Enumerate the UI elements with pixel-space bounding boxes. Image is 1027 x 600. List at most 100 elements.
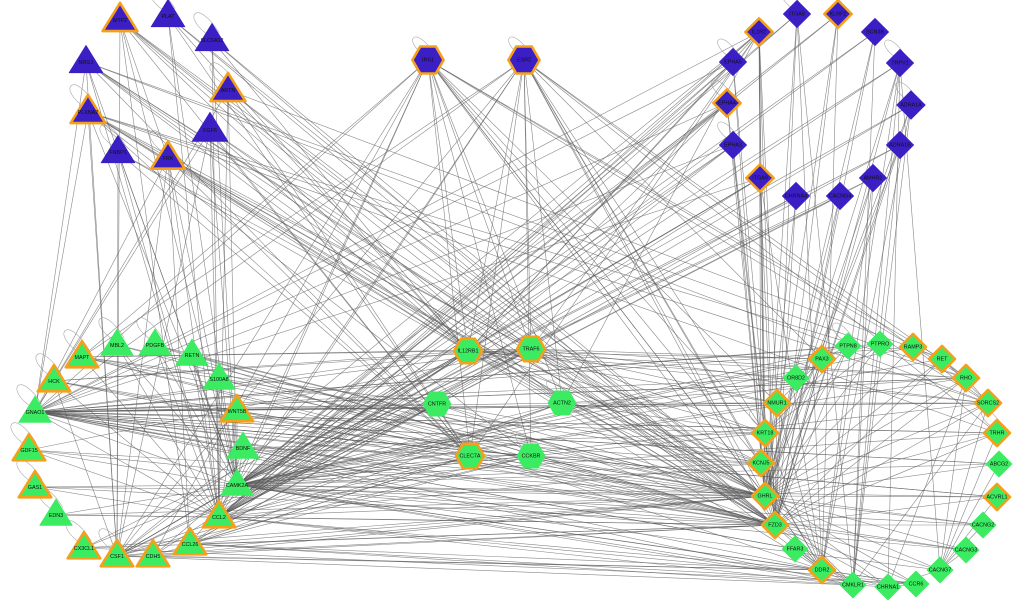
graph-node-ccl2[interactable]: [201, 499, 237, 529]
graph-node-cdh5[interactable]: [135, 538, 171, 568]
graph-node-ret[interactable]: [927, 344, 957, 374]
graph-node-pax3[interactable]: [807, 344, 837, 374]
graph-node-wnt5b[interactable]: [219, 393, 255, 423]
graph-edge: [218, 516, 854, 586]
node-layer[interactable]: [11, 0, 1013, 600]
graph-node-bdnf[interactable]: [226, 431, 260, 459]
graph-node-trpv1[interactable]: [885, 48, 915, 78]
graph-node-epha4[interactable]: [712, 88, 742, 118]
graph-node-il1r2[interactable]: [744, 17, 774, 47]
graph-edge: [154, 344, 238, 486]
graph-node-epha5[interactable]: [718, 47, 748, 77]
graph-node-ptpn8[interactable]: [834, 332, 862, 360]
graph-node-camk2a[interactable]: [220, 468, 254, 496]
graph-edge: [34, 377, 797, 413]
graph-node-krt18[interactable]: [750, 418, 780, 448]
graph-edge: [236, 31, 760, 486]
graph-node-cx3cl1[interactable]: [66, 530, 102, 560]
graph-node-adra1a[interactable]: [896, 90, 926, 120]
graph-edge: [55, 484, 238, 516]
graph-node-plxna2[interactable]: [69, 93, 107, 125]
graph-node-fgf6[interactable]: [191, 111, 229, 142]
graph-node-frk[interactable]: [149, 140, 187, 170]
graph-edge: [116, 348, 532, 557]
graph-node-ccl26[interactable]: [172, 526, 208, 556]
graph-node-chrna1[interactable]: [874, 573, 902, 600]
graph-edge: [34, 402, 563, 413]
graph-node-s100a8[interactable]: [202, 362, 236, 390]
graph-node-slc6a12[interactable]: [194, 23, 230, 52]
graph-edge: [774, 524, 854, 586]
graph-node-fzd3[interactable]: [760, 510, 790, 540]
graph-node-actn2[interactable]: [547, 390, 577, 416]
graph-node-ptpro[interactable]: [866, 330, 894, 358]
graph-edge: [211, 39, 766, 497]
graph-node-klrf2[interactable]: [823, 0, 853, 29]
graph-node-ccr6[interactable]: [902, 570, 930, 598]
graph-edge: [427, 59, 989, 404]
graph-node-cckbr[interactable]: [516, 443, 546, 469]
graph-edge: [796, 13, 823, 571]
graph-node-retn[interactable]: [175, 338, 209, 366]
graph-node-gas1[interactable]: [17, 469, 53, 499]
graph-edge: [218, 410, 238, 518]
graph-node-itga8[interactable]: [782, 0, 812, 29]
graph-node-irs1[interactable]: [411, 45, 445, 75]
graph-node-cntfr[interactable]: [422, 391, 452, 417]
graph-node-artn[interactable]: [209, 71, 247, 103]
graph-node-trhr[interactable]: [982, 418, 1012, 448]
graph-node-plat[interactable]: [150, 0, 186, 28]
self-loop-edge: [16, 384, 43, 409]
graph-edge: [116, 455, 471, 557]
graph-edge: [436, 403, 776, 526]
graph-node-adra1b[interactable]: [885, 130, 915, 160]
graph-node-scn3b[interactable]: [860, 17, 890, 47]
graph-node-pdgfb[interactable]: [138, 328, 172, 356]
graph-node-ghrl[interactable]: [750, 481, 780, 511]
graph-node-edn3[interactable]: [39, 498, 73, 526]
graph-node-amhr2[interactable]: [858, 163, 888, 193]
graph-node-ffar3[interactable]: [781, 535, 809, 563]
graph-node-traf6[interactable]: [515, 335, 547, 363]
graph-node-cmklr1[interactable]: [839, 571, 867, 599]
graph-edge: [218, 516, 917, 585]
graph-node-cacng4[interactable]: [825, 181, 855, 211]
graph-node-kcnj5[interactable]: [746, 448, 776, 478]
graph-node-sorcs2[interactable]: [973, 388, 1003, 418]
graph-edge: [242, 447, 776, 526]
graph-node-cacng3[interactable]: [952, 536, 980, 564]
graph-node-ddr2[interactable]: [807, 555, 837, 585]
graph-edge: [87, 111, 998, 434]
graph-node-rho[interactable]: [951, 363, 981, 393]
graph-node-gnao1[interactable]: [18, 395, 52, 423]
graph-node-nrg1[interactable]: [68, 45, 104, 74]
graph-node-itga9[interactable]: [745, 163, 775, 193]
graph-node-chrna4[interactable]: [781, 181, 811, 211]
graph-node-or8d2[interactable]: [782, 364, 810, 392]
graph-node-cacng2[interactable]: [969, 511, 997, 539]
graph-edge: [774, 524, 889, 588]
graph-node-mbl2[interactable]: [100, 328, 134, 356]
graph-edge: [758, 31, 778, 404]
graph-node-mapt[interactable]: [64, 339, 100, 369]
graph-node-csf1[interactable]: [99, 538, 135, 568]
graph-node-fnbp1[interactable]: [100, 135, 136, 164]
graph-node-mtf2[interactable]: [101, 1, 139, 33]
graph-edge: [939, 402, 989, 571]
graph-node-cacng7[interactable]: [926, 556, 954, 584]
graph-node-ramp3[interactable]: [898, 332, 928, 362]
edge-layer: [28, 13, 1000, 588]
graph-node-acvrl1[interactable]: [982, 482, 1012, 512]
graph-node-abcg2[interactable]: [985, 450, 1013, 478]
graph-node-nmur1[interactable]: [762, 388, 792, 418]
graph-edge: [167, 157, 766, 497]
graph-node-hck[interactable]: [36, 363, 72, 393]
graph-node-epha3[interactable]: [718, 130, 748, 160]
graph-node-clec7a[interactable]: [454, 442, 486, 470]
graph-node-il12rb1[interactable]: [452, 337, 484, 365]
graph-edge: [34, 411, 967, 551]
graph-node-gdf15[interactable]: [11, 432, 47, 462]
graph-node-esr2[interactable]: [507, 45, 541, 75]
